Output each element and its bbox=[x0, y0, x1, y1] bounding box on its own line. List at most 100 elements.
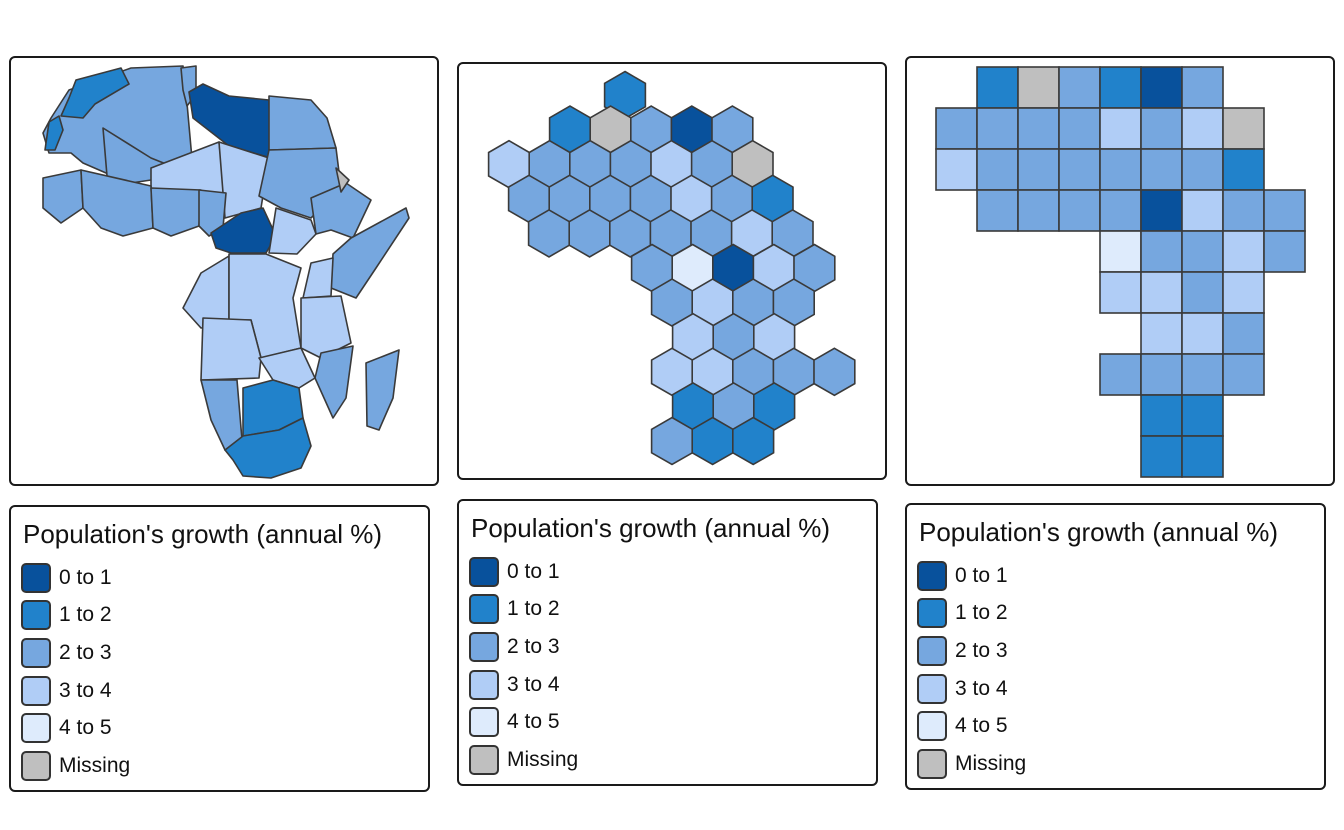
hex-cell bbox=[731, 416, 775, 466]
legend-item: 0 to 1 bbox=[469, 553, 578, 591]
legend-label: 4 to 5 bbox=[955, 714, 1008, 738]
legend-item: 2 to 3 bbox=[21, 634, 130, 672]
africa-hexagon-map bbox=[487, 70, 856, 466]
country-shape bbox=[302, 257, 334, 299]
legend-swatch bbox=[21, 675, 51, 706]
legend-label: 2 to 3 bbox=[507, 634, 560, 658]
grid-cell bbox=[976, 107, 1019, 150]
legend-item: Missing bbox=[469, 741, 578, 779]
legend-label: 4 to 5 bbox=[507, 710, 560, 734]
legend-label: Missing bbox=[59, 753, 131, 777]
grid-cell bbox=[1140, 66, 1183, 109]
legend-swatch bbox=[917, 635, 947, 666]
legend-item: Missing bbox=[917, 745, 1026, 783]
country-shape bbox=[335, 167, 350, 193]
legend-item: 1 to 2 bbox=[469, 591, 578, 629]
grid-cell bbox=[1140, 107, 1183, 150]
legend-item: 4 to 5 bbox=[917, 707, 1026, 745]
grid-cell bbox=[1222, 312, 1265, 355]
legend-label: 2 to 3 bbox=[955, 638, 1008, 662]
legend-swatch bbox=[917, 560, 947, 591]
legend-swatch bbox=[21, 637, 51, 668]
legend-swatch bbox=[917, 598, 947, 629]
country-shape bbox=[42, 169, 84, 224]
grid-cell bbox=[1181, 66, 1224, 109]
grid-cell bbox=[1181, 271, 1224, 314]
legend-label: Missing bbox=[955, 751, 1027, 775]
legend-label: Missing bbox=[507, 747, 579, 771]
legend-list: 0 to 1 1 to 2 2 to 3 3 to 4 4 to 5 Missing bbox=[21, 559, 130, 785]
country-shape bbox=[224, 417, 312, 479]
legend-item: 1 to 2 bbox=[21, 597, 130, 635]
country-shape bbox=[182, 255, 230, 329]
africa-grid-map bbox=[935, 66, 1306, 478]
grid-cell bbox=[1099, 107, 1142, 150]
grid-cell bbox=[1140, 312, 1183, 355]
grid-map-panel bbox=[905, 56, 1335, 486]
legend-swatch bbox=[469, 744, 499, 775]
grid-cell bbox=[1222, 353, 1265, 396]
country-shape bbox=[365, 349, 400, 431]
grid-cell bbox=[976, 189, 1019, 232]
grid-cell bbox=[1099, 148, 1142, 191]
legend-label: 4 to 5 bbox=[59, 716, 112, 740]
legend-label: 1 to 2 bbox=[955, 601, 1008, 625]
legend-swatch bbox=[469, 631, 499, 662]
grid-cell bbox=[1222, 148, 1265, 191]
grid-cell bbox=[1058, 107, 1101, 150]
grid-cell bbox=[1181, 189, 1224, 232]
hexagon-map-panel bbox=[457, 62, 887, 480]
grid-cell bbox=[1181, 230, 1224, 273]
legend-item: 0 to 1 bbox=[917, 557, 1026, 595]
legend-swatch bbox=[469, 556, 499, 587]
legend-label: 1 to 2 bbox=[59, 603, 112, 627]
legend-label: 1 to 2 bbox=[507, 597, 560, 621]
grid-cell bbox=[976, 66, 1019, 109]
country-shape bbox=[80, 169, 154, 237]
grid-cell bbox=[1222, 107, 1265, 150]
country-shape bbox=[200, 317, 262, 381]
legend-swatch bbox=[469, 594, 499, 625]
grid-cell bbox=[1058, 66, 1101, 109]
grid-cell bbox=[1058, 189, 1101, 232]
country-shape bbox=[200, 379, 244, 451]
legend-hexagon: Population's growth (annual %) 0 to 1 1 t… bbox=[457, 499, 878, 786]
grid-cell bbox=[1058, 148, 1101, 191]
hex-cell bbox=[813, 347, 856, 397]
legend-swatch bbox=[21, 750, 51, 781]
grid-cell bbox=[1099, 271, 1142, 314]
grid-cell bbox=[1181, 107, 1224, 150]
country-shape bbox=[60, 67, 130, 119]
grid-cell bbox=[1099, 230, 1142, 273]
legend-title: Population's growth (annual %) bbox=[23, 519, 383, 549]
legend-label: 3 to 4 bbox=[507, 672, 560, 696]
grid-cell bbox=[1140, 230, 1183, 273]
country-shape bbox=[150, 187, 202, 237]
legend-item: 2 to 3 bbox=[469, 628, 578, 666]
legend-list: 0 to 1 1 to 2 2 to 3 3 to 4 4 to 5 Missing bbox=[469, 553, 578, 779]
legend-swatch bbox=[469, 669, 499, 700]
grid-cell bbox=[976, 148, 1019, 191]
country-layer bbox=[42, 65, 410, 479]
legend-title: Population's growth (annual %) bbox=[919, 517, 1279, 547]
country-shape bbox=[268, 207, 317, 255]
legend-swatch bbox=[469, 707, 499, 738]
legend-item: 3 to 4 bbox=[21, 672, 130, 710]
legend-item: 4 to 5 bbox=[21, 709, 130, 747]
legend-geographic: Population's growth (annual %) 0 to 1 1 t… bbox=[9, 505, 430, 792]
legend-swatch bbox=[21, 713, 51, 744]
legend-swatch bbox=[21, 562, 51, 593]
grid-cell bbox=[1181, 148, 1224, 191]
grid-cell bbox=[935, 148, 978, 191]
legend-swatch bbox=[21, 600, 51, 631]
legend-list: 0 to 1 1 to 2 2 to 3 3 to 4 4 to 5 Missing bbox=[917, 557, 1026, 783]
legend-item: 2 to 3 bbox=[917, 632, 1026, 670]
legend-label: 0 to 1 bbox=[59, 565, 112, 589]
legend-swatch bbox=[917, 673, 947, 704]
legend-label: 0 to 1 bbox=[955, 563, 1008, 587]
legend-item: 3 to 4 bbox=[917, 670, 1026, 708]
legend-swatch bbox=[917, 711, 947, 742]
legend-title: Population's growth (annual %) bbox=[471, 513, 831, 543]
grid-cell bbox=[1099, 353, 1142, 396]
grid-cell bbox=[1181, 394, 1224, 437]
